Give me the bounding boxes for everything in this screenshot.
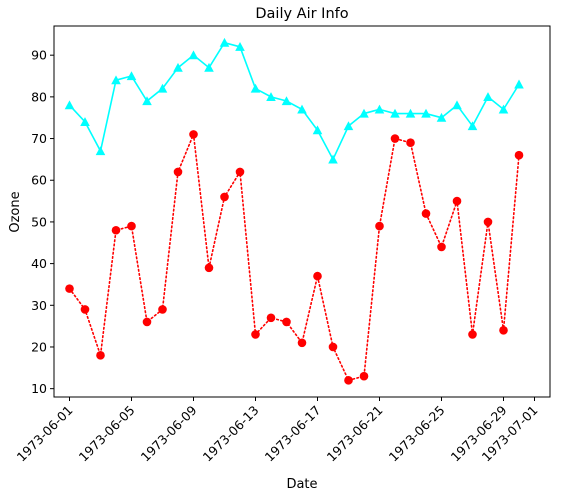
data-point [173,167,183,177]
data-point [328,342,338,352]
data-point [452,196,462,206]
data-point [405,108,416,118]
data-point [158,305,167,314]
y-tick-label: 50 [31,214,47,229]
y-tick-label: 10 [31,381,47,396]
data-point [80,305,90,314]
data-point [514,150,524,160]
data-point [468,330,477,339]
data-point [297,338,307,348]
y-tick-label: 90 [31,48,47,63]
data-point [204,62,214,72]
data-point [142,317,152,327]
series-line [68,131,520,382]
data-point [127,221,136,231]
data-point [328,154,338,164]
data-point [359,108,369,118]
data-point [406,138,415,148]
data-point [390,108,400,118]
data-point [80,117,90,126]
data-point [313,271,322,281]
data-point [359,371,369,381]
data-point [235,42,245,51]
data-point [499,326,508,335]
data-point [421,108,431,118]
data-point [437,242,446,252]
plot-area [53,25,551,398]
data-point [188,50,199,60]
data-point [266,313,276,323]
x-tick-label: 1973-06-01 [14,403,76,465]
data-point [483,92,493,101]
data-point [173,62,183,72]
data-point [126,71,137,81]
data-point [297,104,307,114]
x-tick-label: 1973-06-05 [76,403,138,465]
data-point [111,75,121,85]
series-layer [64,37,524,385]
data-point [421,209,431,218]
y-axis: 10 20 30 40 50 60 70 80 90 [31,48,54,396]
data-point [374,104,385,114]
data-point [220,192,229,202]
data-point [111,225,121,235]
y-axis-label: Ozone [8,191,23,232]
data-point [204,263,214,273]
y-tick-label: 60 [31,173,47,188]
data-point [436,112,447,122]
data-point [95,146,106,156]
y-tick-label: 20 [31,339,47,354]
data-point [65,284,74,293]
data-point [235,167,245,177]
data-point [189,130,198,139]
data-point [251,330,260,339]
data-point [96,351,105,360]
x-tick-label: 1973-06-13 [200,403,262,465]
data-point [266,92,276,101]
data-point [483,217,493,227]
plot-frame [53,25,551,398]
chart-title: Daily Air Info [255,6,348,22]
data-point [142,96,152,106]
y-tick-label: 40 [31,256,47,271]
data-point [452,100,462,110]
y-tick-label: 70 [31,131,47,146]
y-tick-label: 80 [31,89,47,104]
y-tick-label: 30 [31,298,47,313]
data-point [282,317,291,327]
data-point [467,121,478,131]
series-0 [64,37,524,164]
x-tick-label: 1973-06-21 [324,403,386,465]
data-point [375,221,384,231]
data-point [344,376,353,385]
x-axis: 1973-06-01 1973-06-05 1973-06-09 1973-06-13… [14,397,541,464]
data-point [157,83,168,93]
data-point [498,104,509,114]
series-line [68,41,520,162]
data-point [219,37,230,47]
data-point [390,134,400,143]
x-tick-label: 1973-06-09 [138,402,200,464]
data-point [514,79,524,89]
series-1 [65,130,524,385]
x-tick-label: 1973-06-17 [262,403,324,465]
data-point [250,83,261,93]
data-point [343,121,354,131]
data-point [64,100,75,110]
data-point [312,125,323,135]
data-point [281,96,292,106]
x-axis-label: Date [286,477,317,492]
x-tick-label: 1973-06-25 [386,403,448,465]
